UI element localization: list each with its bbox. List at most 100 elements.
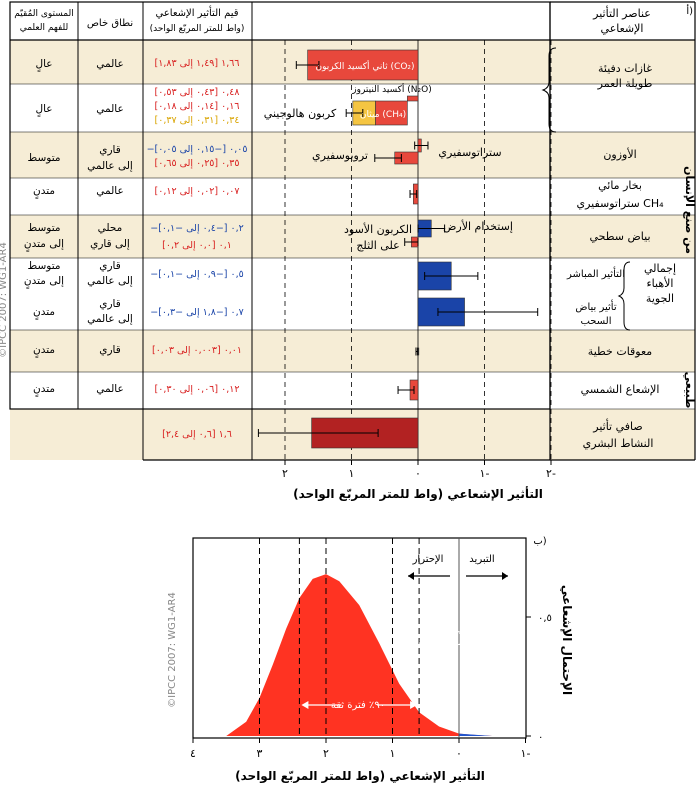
loso-solar: متدنٍ bbox=[33, 383, 55, 397]
agent-ghg-line1: غازات دفيئة bbox=[598, 62, 652, 75]
header-scale: نطاق خاص bbox=[87, 18, 133, 29]
scale-ozone-line1: قاري bbox=[99, 144, 121, 156]
value-total: ١,٦ [٠,٦ إلى ٢,٤] bbox=[162, 429, 232, 440]
value-halo: ٠,٣٤ [٠,٣١ إلى ٠,٣٧] bbox=[155, 115, 240, 126]
label-bc-line2: على الثلج bbox=[356, 239, 399, 252]
agent-solar: الإشعاع الشمسي bbox=[581, 383, 660, 396]
tick-label-b: ٠ bbox=[456, 747, 462, 760]
tick-label-a: ١- bbox=[480, 467, 490, 480]
scale-aer-cloud-line1: قاري bbox=[99, 298, 121, 310]
agent-h2o-line2: ستراتوسفيري CH₄ bbox=[576, 197, 664, 210]
value-n2o: ٠,١٦ [٠,١٤ إلى ٠,١٨] bbox=[155, 101, 240, 112]
cooling-arrowhead bbox=[502, 572, 508, 580]
loso-ghg-other: عالٍ bbox=[35, 103, 52, 117]
loso-aer-direct-line2: إلى متدنٍ bbox=[24, 275, 64, 289]
scale-h2o: عالمي bbox=[96, 185, 124, 197]
loso-co2: عالٍ bbox=[35, 58, 52, 72]
agent-aer-cloud-line2: السحب bbox=[580, 316, 611, 327]
x-axis-b: ١- ٠ ١ ٢ ٣ ٤ ٠ ٠,٥ bbox=[190, 613, 552, 760]
panel-a: عناصر التأثير الإشعاعي قيم التأثير الإشع… bbox=[0, 1, 696, 502]
tick-label-b: ١ bbox=[390, 747, 396, 760]
scale-albedo-line2: إلى قاري bbox=[90, 238, 130, 250]
value-solar: ٠,١٢ [٠,٠٦ إلى ٠,٣٠] bbox=[155, 384, 240, 395]
scale-aer-direct-line2: إلى عالمي bbox=[87, 275, 133, 287]
value-albedo-landuse: −٠,٢ [−٠,٤ إلى −٠,١] bbox=[150, 223, 244, 234]
tick-label-b: ١- bbox=[521, 747, 531, 760]
agent-h2o-line1: بخار مائي bbox=[598, 179, 642, 192]
ci-arrowhead-right bbox=[410, 701, 418, 709]
warming-arrowhead bbox=[408, 572, 414, 580]
watermark-b: ©IPCC 2007: WG1-AR4 bbox=[167, 592, 178, 708]
panel-a-label: أ) bbox=[686, 4, 693, 17]
warming-label: الإحترار bbox=[412, 554, 444, 565]
header-values-line1: قيم التأثير الإشعاعي bbox=[155, 5, 238, 19]
value-ch4: ٠,٤٨ [٠,٤٣ إلى ٠,٥٣] bbox=[155, 87, 240, 98]
scale-contrails: قاري bbox=[99, 344, 121, 356]
label-bc-line1: الكربون الأسود bbox=[344, 222, 412, 236]
tick-label-b: ٤ bbox=[190, 747, 196, 760]
loso-ozone: متوسط bbox=[28, 152, 61, 164]
panel-b-label: ب) bbox=[533, 536, 546, 547]
plot-b-frame bbox=[192, 537, 527, 739]
tick-label-a: ١ bbox=[349, 467, 355, 480]
x-axis-label-a: التأثير الإشعاعي (واط للمتر المربّع الوا… bbox=[293, 486, 543, 502]
agent-aer-cloud-line1: تأثير بياض bbox=[575, 299, 616, 313]
plot-b bbox=[226, 538, 493, 738]
bar-co2 bbox=[307, 49, 419, 81]
tick-label-a: ٢- bbox=[546, 467, 556, 480]
scale-co2: عالمي bbox=[96, 58, 124, 70]
header-loso-line2: للفهم العلمي bbox=[20, 23, 69, 33]
label-ch4: ميثان (CH₄) bbox=[360, 110, 406, 120]
loso-aer-direct-line1: متوسط bbox=[28, 260, 61, 272]
loso-albedo-line1: متوسط bbox=[28, 222, 61, 234]
probability-distribution bbox=[226, 574, 493, 736]
ytick-label-b: ٠,٥ bbox=[538, 613, 552, 624]
agent-albedo: بياض سطحي bbox=[589, 230, 650, 243]
ci-arrowhead-left bbox=[301, 701, 309, 709]
loso-contrails: متدنٍ bbox=[33, 344, 55, 358]
tick-label-a: ٢ bbox=[282, 467, 288, 480]
agent-ozone: الأوزون bbox=[603, 147, 636, 161]
y-axis-label-b: الإحتمال الإشعاعي bbox=[560, 585, 574, 695]
row-band bbox=[10, 132, 695, 178]
row-band bbox=[10, 215, 695, 258]
watermark-a: ©IPCC 2007: WG1-AR4 bbox=[0, 242, 9, 358]
total-label-line1: إجمالي التأثير bbox=[429, 620, 486, 634]
group-label-anthropogenic: من صنع الإنسان bbox=[683, 166, 696, 254]
x-axis-label-b: التأثير الإشعاعي (واط للمتر المربّع الوا… bbox=[235, 768, 485, 784]
group-label-natural: طبيعي bbox=[683, 372, 696, 409]
agent-total-line1: صافي تأثير bbox=[592, 418, 642, 433]
scale-albedo-line1: محلي bbox=[98, 222, 123, 234]
value-albedo-bc: ٠,١ [٠,٠ إلى ٠,٢] bbox=[162, 240, 232, 251]
cooling-label: التبريد bbox=[469, 554, 494, 565]
tick-label-b: ٣ bbox=[257, 747, 263, 760]
value-aer-direct: −٠,٥ [−٠,٩ إلى −٠,١] bbox=[150, 269, 244, 280]
label-trop: تروبوسفيري bbox=[312, 149, 368, 162]
loso-aer-cloud: متدنٍ bbox=[33, 306, 55, 320]
value-h2o: ٠,٠٧ [٠,٠٢ إلى ٠,١٢] bbox=[155, 186, 240, 197]
loso-albedo-line2: إلى متدنٍ bbox=[24, 238, 64, 252]
ytick-label-b: ٠ bbox=[538, 732, 543, 743]
total-label-line2: الإشعاعي البشري المنشأ bbox=[406, 634, 509, 648]
label-n2o: أكسيد النيتروز (N₂O) bbox=[351, 83, 431, 95]
value-ozone-trop: ٠,٣٥ [٠,٢٥ إلى ٠,٦٥] bbox=[155, 158, 240, 169]
agent-ghg-line2: طويلة العمر bbox=[597, 77, 653, 90]
scale-aer-direct-line1: قاري bbox=[99, 260, 121, 272]
aerosol-brace bbox=[617, 261, 631, 331]
bar-ch4 bbox=[375, 100, 408, 126]
agent-aer-direct: التأثير المباشر bbox=[566, 266, 625, 280]
label-strat: ستراتوسفيري bbox=[438, 146, 501, 159]
panel-b: ب) ©IPCC 2007: WG1-AR4 الإحتمال الإشعاعي… bbox=[167, 536, 574, 784]
ci-label: ٩٠٪ فترة ثقة bbox=[331, 700, 385, 711]
value-ozone-strat: −٠,٠٥ [−٠,١٥ إلى ٠,٠٥] bbox=[147, 144, 248, 155]
header-values-line2: (واط للمتر المربّع الواحد) bbox=[150, 24, 245, 34]
header-agent-line2: الإشعاعي bbox=[601, 22, 644, 35]
agent-total-line2: النشاط البشري bbox=[583, 437, 654, 450]
header-loso-line1: المستوى المُقيّم bbox=[14, 9, 73, 19]
aerosol-brace-line1: إجمالي bbox=[644, 262, 676, 275]
scale-solar: عالمي bbox=[96, 383, 124, 395]
plot-a bbox=[257, 40, 552, 460]
ghg-brace bbox=[541, 47, 557, 133]
x-axis-a: ٢- ١- ٠ ١ ٢ bbox=[282, 460, 556, 480]
negative-tail bbox=[459, 733, 493, 736]
